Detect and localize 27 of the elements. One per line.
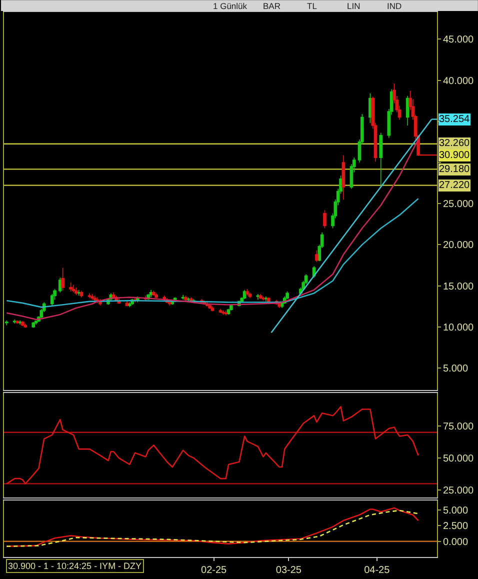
annotation: 30.900	[439, 150, 470, 161]
y-tick-label: 5.000	[443, 364, 468, 375]
annotation: 35.254	[439, 114, 470, 125]
y-tick-label: 15.000	[443, 281, 474, 292]
ref-line-label: 32.260	[439, 138, 470, 149]
ref-line-label: 27.220	[439, 180, 470, 191]
y-tick-label: 45.000	[443, 34, 474, 46]
text: 1 Günlük	[213, 1, 248, 11]
text: LIN	[347, 1, 360, 11]
y-tick-label: 2.500	[443, 521, 468, 532]
y-tick-label: 40.000	[443, 76, 474, 87]
y-tick-label: 25.000	[443, 199, 474, 210]
text: TL	[307, 1, 318, 11]
y-tick-label: 20.000	[443, 240, 474, 252]
x-tick-label: 03-25	[276, 565, 302, 576]
y-tick-label: 10.000	[443, 322, 474, 334]
y-tick-label: 75.000	[443, 421, 474, 432]
y-tick-label: 0.000	[443, 536, 468, 548]
ref-line-label: 29.180	[439, 164, 470, 175]
y-tick-label: 50.000	[443, 454, 474, 465]
x-tick-label: 02-25	[201, 565, 228, 576]
y-tick-label: 5.000	[443, 505, 468, 516]
x-tick-label: 04-25	[364, 565, 390, 576]
text: IND	[387, 1, 402, 11]
y-tick-label: 25.000	[443, 486, 474, 497]
text: BAR	[263, 1, 280, 11]
text: 30.900 - 1 - 10:24:25 - IYM - DZY	[8, 561, 142, 571]
